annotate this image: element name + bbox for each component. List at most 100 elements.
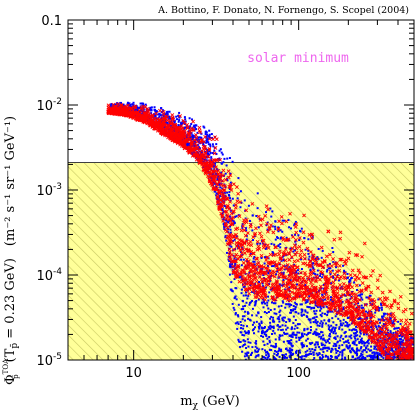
data-point	[242, 324, 245, 327]
data-point	[122, 104, 125, 107]
data-point	[277, 252, 282, 257]
data-point	[283, 258, 288, 263]
data-point	[301, 335, 304, 338]
data-point	[312, 351, 315, 354]
data-point	[357, 349, 360, 352]
data-point	[349, 350, 352, 353]
data-point	[194, 136, 199, 140]
data-point	[260, 322, 263, 325]
data-point	[350, 334, 353, 337]
data-point	[315, 315, 318, 318]
data-point	[385, 348, 390, 353]
data-point	[261, 245, 266, 250]
data-point	[298, 295, 301, 298]
data-point	[260, 316, 263, 319]
data-point	[386, 331, 389, 334]
data-point	[290, 342, 293, 345]
data-point	[365, 316, 368, 319]
data-point	[204, 132, 207, 135]
data-point	[272, 319, 275, 322]
data-point	[357, 298, 362, 302]
data-point	[347, 341, 350, 344]
data-point	[330, 324, 333, 327]
data-point	[283, 316, 286, 319]
data-point	[285, 353, 288, 356]
data-point	[279, 236, 282, 239]
data-point	[265, 270, 268, 273]
data-point	[380, 350, 384, 355]
data-point	[262, 340, 265, 343]
data-point	[300, 294, 305, 299]
data-point	[317, 247, 320, 250]
data-point	[301, 240, 306, 245]
data-point	[320, 331, 323, 334]
data-point	[339, 257, 344, 262]
data-point	[388, 313, 393, 318]
data-point	[364, 318, 369, 323]
data-point	[314, 257, 317, 260]
data-point	[358, 335, 361, 338]
data-point	[192, 146, 197, 151]
data-point	[210, 182, 215, 187]
data-point	[268, 336, 271, 339]
data-point	[324, 355, 327, 358]
data-point	[304, 350, 307, 353]
data-point	[266, 352, 269, 355]
data-point	[259, 253, 264, 258]
data-point	[242, 286, 245, 289]
data-point	[287, 219, 290, 222]
data-point	[235, 258, 238, 261]
data-point	[397, 320, 400, 323]
data-point	[315, 276, 318, 279]
data-point	[378, 332, 381, 335]
data-point	[360, 296, 363, 299]
data-point	[281, 280, 286, 284]
data-point	[359, 329, 362, 332]
data-point	[319, 272, 322, 275]
data-point	[291, 336, 294, 339]
data-point	[361, 350, 364, 353]
data-point	[214, 162, 217, 165]
data-point	[305, 354, 308, 357]
data-point	[382, 315, 385, 318]
data-point	[293, 285, 298, 290]
data-point	[217, 174, 220, 177]
data-point	[262, 277, 267, 282]
data-point	[220, 215, 225, 219]
data-point	[325, 322, 328, 325]
data-point	[376, 333, 379, 336]
data-point	[299, 303, 302, 306]
data-point	[321, 348, 324, 351]
data-point	[338, 298, 343, 303]
data-point	[225, 197, 230, 201]
data-point	[329, 335, 332, 338]
data-point	[382, 337, 385, 340]
data-point	[277, 316, 280, 319]
data-point	[291, 353, 294, 356]
data-point	[281, 300, 284, 303]
data-point	[310, 307, 313, 310]
data-point	[347, 339, 350, 342]
data-point	[245, 347, 248, 350]
data-point	[342, 322, 345, 325]
data-point	[281, 328, 284, 331]
data-point	[305, 301, 308, 304]
data-point	[267, 226, 272, 231]
data-point	[345, 340, 348, 343]
data-point	[265, 278, 270, 283]
data-point	[294, 240, 297, 243]
data-point	[269, 327, 272, 330]
data-point	[355, 325, 358, 328]
data-point	[242, 271, 247, 275]
data-point	[343, 341, 346, 344]
data-point	[286, 251, 291, 255]
data-point	[318, 284, 323, 289]
data-point	[283, 289, 288, 294]
data-point	[379, 354, 382, 357]
data-point	[297, 244, 302, 249]
data-point	[207, 148, 212, 152]
data-point	[318, 277, 322, 282]
data-point	[334, 347, 337, 350]
data-point	[214, 158, 219, 162]
data-point	[371, 314, 376, 319]
